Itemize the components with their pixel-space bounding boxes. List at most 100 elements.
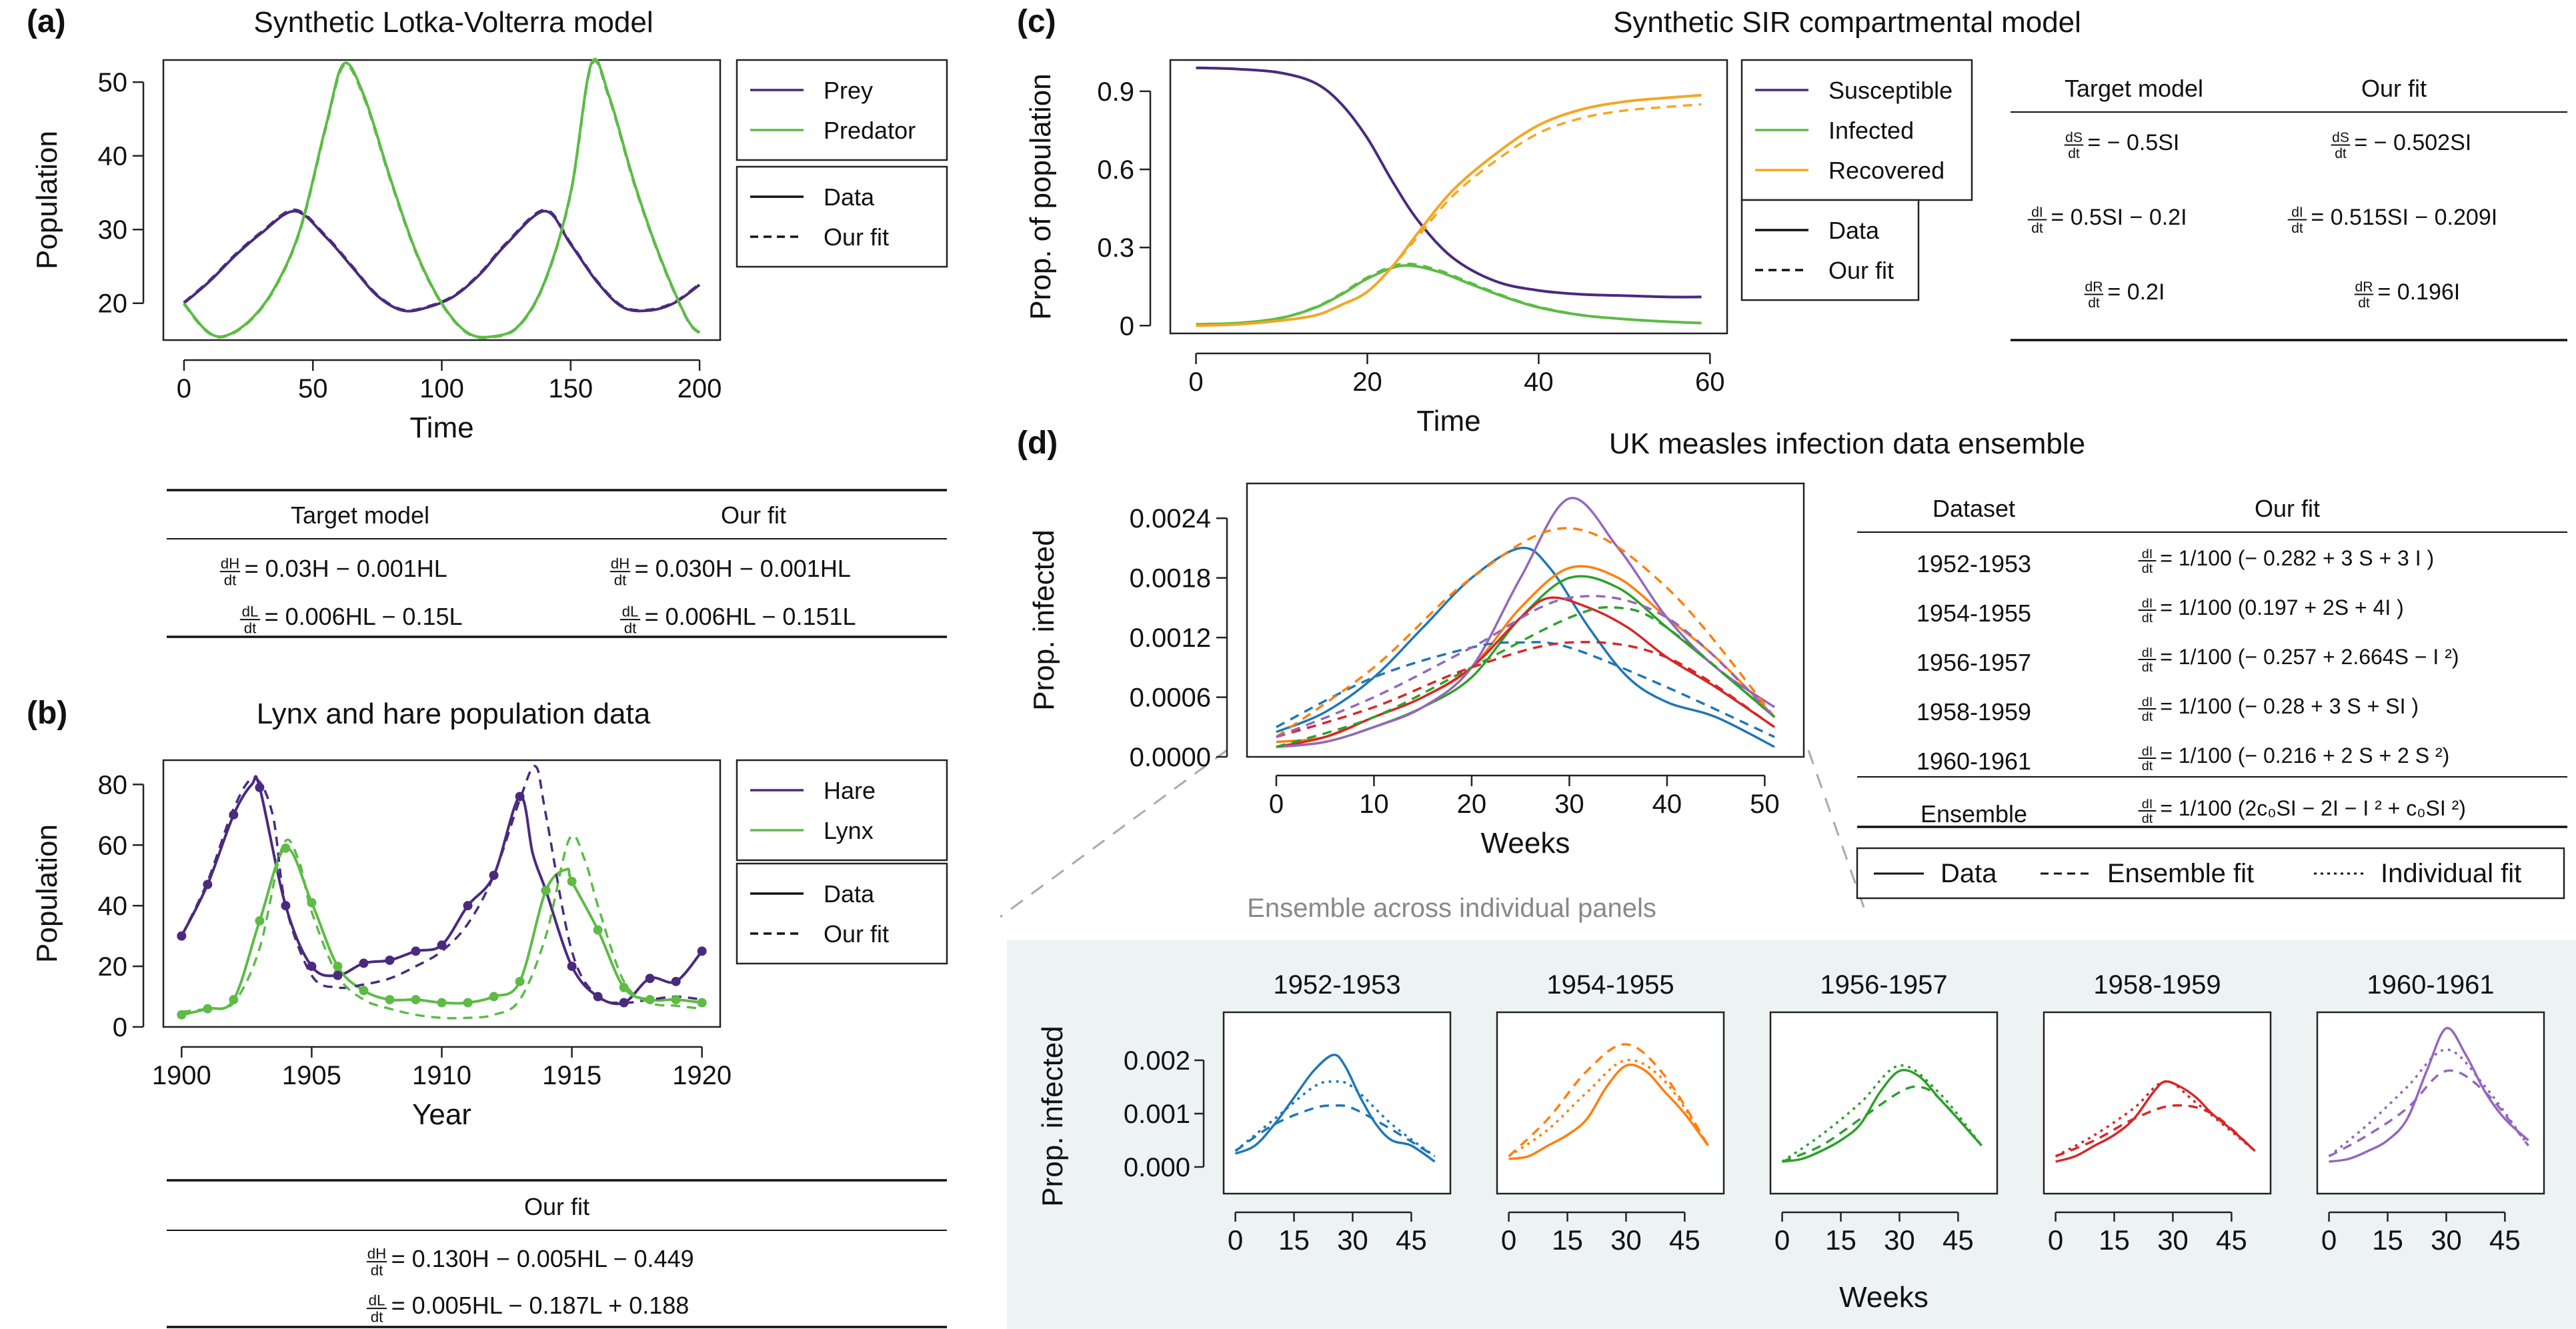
small-individual-fit-1954-1955 xyxy=(1508,1058,1710,1158)
prey-fit-line xyxy=(183,208,701,312)
panel-c-legend-series-label: Susceptible xyxy=(1828,77,1953,104)
lynx-fit-line xyxy=(181,834,702,1020)
panel-b-legend-style-label: Our fit xyxy=(824,920,889,948)
hare-point xyxy=(593,992,603,1002)
small-x-tick-label: 15 xyxy=(1278,1224,1310,1256)
panel-c-y-tick-label: 0.9 xyxy=(1097,77,1134,107)
panel-a-legend-style xyxy=(736,165,948,268)
panel-a-eq-target-num: dL xyxy=(242,603,259,619)
lynx-point xyxy=(567,876,577,886)
hare-point xyxy=(697,946,707,956)
lynx-point xyxy=(437,998,447,1008)
panel-a-x-tick-label: 0 xyxy=(177,374,191,403)
panel-d-table-dataset: 1960-1961 xyxy=(1916,748,2031,775)
measles-ensemble-fit-1958-1959 xyxy=(1276,641,1776,738)
lynx-point xyxy=(619,982,629,992)
panel-d-eq-den: dt xyxy=(2142,759,2153,774)
panel-d-label: (d) xyxy=(1017,425,1058,461)
panel-b-x-tick-label: 1905 xyxy=(282,1061,341,1090)
panel-b-y-tick-label: 80 xyxy=(98,770,128,800)
panel-a-eq-fit-num: dL xyxy=(622,603,639,619)
small-data-line-1956-1957 xyxy=(1782,1068,1983,1163)
panel-d-y-tick-label: 0.0000 xyxy=(1130,743,1211,772)
panel-b-table-header: Our fit xyxy=(524,1193,589,1220)
panel-b-x-tick-label: 1920 xyxy=(672,1061,732,1090)
small-data-line-1954-1955 xyxy=(1508,1063,1710,1160)
lynx-point xyxy=(593,925,603,935)
panel-d-eq-den: dt xyxy=(2142,611,2153,625)
panel-d-legend-label: Individual fit xyxy=(2381,859,2521,888)
panel-a-eq-fit-rhs: = 0.006HL − 0.151L xyxy=(645,603,856,630)
panel-c-eq-fit-num: dR xyxy=(2355,279,2373,295)
panel-a-y-tick-label: 30 xyxy=(98,215,128,245)
panel-c-eq-fit-rhs: = 0.515SI − 0.209I xyxy=(2311,205,2497,230)
panel-c-label: (c) xyxy=(1017,4,1056,39)
hare-point xyxy=(203,880,213,890)
panel-a-label: (a) xyxy=(27,4,66,39)
panel-a-legend-series-label: Predator xyxy=(824,117,916,144)
panel-d-eq-den: dt xyxy=(2142,660,2153,675)
panel-a-y-label: Population xyxy=(31,131,63,269)
measles-ensemble-fit-1954-1955 xyxy=(1275,527,1776,738)
small-plot-title: 1956-1957 xyxy=(1820,970,1947,1000)
panel-c-legend-series xyxy=(1740,59,1973,201)
small-y-tick-label: 0.000 xyxy=(1124,1153,1190,1182)
panel-d-y-tick-label: 0.0006 xyxy=(1130,684,1211,713)
panel-a-eq-target-num: dH xyxy=(221,555,240,571)
panel-b-legend-series xyxy=(736,759,948,862)
panel-a-x-tick-label: 50 xyxy=(298,374,328,403)
measles-data-line-1960-1961 xyxy=(1276,496,1776,748)
zoom-connector-right xyxy=(1807,750,1868,918)
panel-a-y-tick-label: 40 xyxy=(98,142,128,171)
small-x-tick-label: 0 xyxy=(1501,1224,1516,1256)
hare-point xyxy=(385,956,395,965)
panel-c-eq-fit-den: dt xyxy=(2358,295,2370,311)
panel-b-legend-style xyxy=(736,862,948,965)
panel-d-eq-rhs: = 1/100 (− 0.216 + 2 S + 2 S ²) xyxy=(2160,744,2449,768)
hare-point xyxy=(229,810,239,820)
panel-b-eq-num: dL xyxy=(369,1292,385,1308)
hare-point xyxy=(515,792,525,802)
panel-a-eq-target-den: dt xyxy=(224,572,237,589)
panel-a-x-tick-label: 100 xyxy=(419,374,464,403)
panel-a-eq-fit-rhs: = 0.030H − 0.001HL xyxy=(635,555,851,582)
panel-d-eq-num: dI xyxy=(2142,797,2153,812)
panel-d-y-label: Prop. infected xyxy=(1028,529,1060,711)
panel-b-eq-num: dH xyxy=(367,1245,387,1262)
measles-ensemble-fit-1956-1957 xyxy=(1276,605,1776,748)
panel-d-eq-den: dt xyxy=(2142,561,2153,576)
panel-d-title: UK measles infection data ensemble xyxy=(1609,427,2085,460)
panel-a-x-tick-label: 200 xyxy=(678,374,722,403)
panel-c-legend-series-label: Recovered xyxy=(1828,157,1945,184)
panel-b-x-tick-label: 1910 xyxy=(412,1061,471,1090)
panel-d-eq-num: dI xyxy=(2142,547,2153,561)
panel-c-eq-target-den: dt xyxy=(2068,146,2080,161)
small-x-tick-label: 30 xyxy=(1884,1224,1915,1256)
panel-c-x-label: Time xyxy=(1416,405,1480,437)
small-plot-title: 1954-1955 xyxy=(1546,970,1674,1000)
small-x-tick-label: 45 xyxy=(1669,1224,1700,1256)
panel-a-eq-fit-den: dt xyxy=(614,572,627,589)
panel-b-x-label: Year xyxy=(412,1098,471,1131)
panel-a-plot-frame xyxy=(162,59,722,341)
panel-d-eq-rhs: = 1/100 (− 0.282 + 3 S + 3 I ) xyxy=(2160,546,2434,570)
panel-d-eq-rhs: = 1/100 (− 0.257 + 2.664S − I ²) xyxy=(2160,645,2459,669)
small-plot-title: 1958-1959 xyxy=(2093,970,2221,1000)
small-x-tick-label: 0 xyxy=(1774,1224,1790,1256)
panel-b-y-tick-label: 20 xyxy=(98,952,128,982)
panel-c-eq-fit-den: dt xyxy=(2335,146,2347,161)
panel-a-eq-target-rhs: = 0.03H − 0.001HL xyxy=(245,555,447,582)
lynx-point xyxy=(229,995,239,1005)
lynx-point xyxy=(645,995,655,1005)
predator-fit-line xyxy=(183,59,701,339)
panel-d-table-dataset: 1956-1957 xyxy=(1916,649,2031,676)
panel-a-legend-series xyxy=(736,59,948,161)
recovered-fit-line xyxy=(1196,103,1702,327)
panel-a-eq-fit-num: dH xyxy=(611,555,630,571)
